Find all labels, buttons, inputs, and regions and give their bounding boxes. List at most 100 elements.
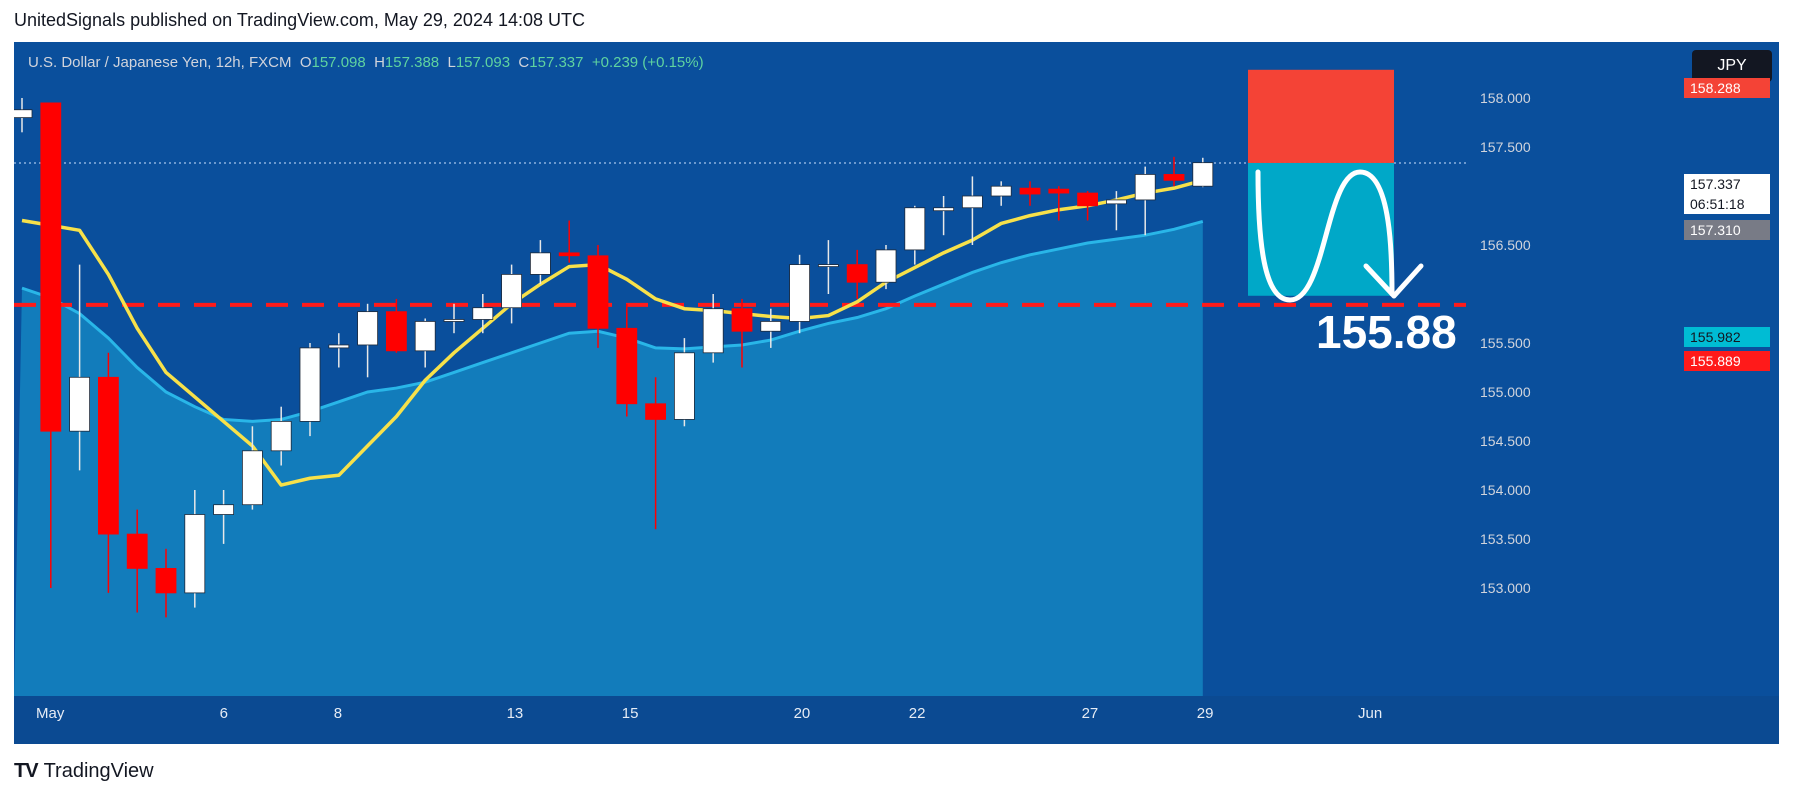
ma-fast-price-label: 157.310 (1684, 220, 1770, 240)
candle-body (1106, 199, 1127, 205)
candle (530, 240, 551, 285)
change-value: +0.239 (+0.15%) (591, 54, 704, 71)
candle (14, 98, 33, 133)
ma-slow-price-label: 155.982 (1684, 327, 1770, 347)
close-value: 157.337 (529, 54, 584, 71)
y-axis-tick-label: 157.500 (1480, 139, 1531, 155)
candle (299, 343, 321, 437)
candle (357, 303, 379, 378)
candle (933, 196, 954, 236)
candle (789, 254, 810, 334)
candle-body (385, 311, 407, 352)
symbol-name: U.S. Dollar / Japanese Yen, 12h, FXCM (28, 54, 292, 71)
candle-body (558, 252, 580, 257)
x-axis-tick-label: 20 (794, 705, 811, 722)
stop-price-label: 158.288 (1684, 78, 1770, 98)
y-axis-tick-label: 156.500 (1480, 237, 1531, 253)
candle-body (501, 273, 523, 309)
candle-body (299, 347, 321, 422)
y-axis-tick-label: 155.000 (1480, 384, 1531, 400)
candle-body (14, 109, 33, 119)
candle-body (414, 321, 436, 352)
candle (818, 240, 839, 294)
candle (213, 490, 235, 544)
ma-slow-area (14, 221, 1203, 699)
candle-body (875, 249, 897, 283)
footer: TV TradingView (14, 760, 154, 783)
candle (98, 352, 119, 593)
candle-body (1163, 174, 1185, 181)
footer-brand: TradingView (43, 760, 154, 782)
candle-body (126, 533, 148, 569)
x-axis-tick-label: 27 (1082, 705, 1099, 722)
candle-body (1134, 174, 1156, 201)
x-axis-tick-label: May (36, 705, 65, 722)
candle (990, 181, 1012, 206)
candle (645, 377, 666, 530)
candle (126, 509, 148, 613)
candle-body (587, 255, 609, 329)
candle (904, 205, 926, 265)
candle (1077, 191, 1098, 221)
candle (1192, 157, 1214, 188)
candle-body (1019, 187, 1041, 195)
candle-body (789, 264, 810, 322)
candle-body (328, 344, 350, 349)
current-price-label: 157.337 (1684, 174, 1770, 194)
candle (40, 102, 62, 588)
chart-frame[interactable]: 155.88 158.000 157.500 156.500 155.500 155.00… (14, 42, 1779, 744)
candle (1106, 191, 1127, 231)
candle (558, 220, 580, 263)
projection-wave-drawing (1255, 169, 1395, 303)
candle (328, 333, 350, 368)
candle (270, 406, 292, 466)
candle-body (962, 195, 983, 209)
candle-body (357, 311, 379, 346)
candle-body (933, 207, 954, 212)
close-label: C (518, 54, 530, 71)
currency-button[interactable]: JPY (1692, 50, 1772, 82)
high-value: 157.388 (384, 54, 440, 71)
candle (155, 548, 177, 618)
ma-fast-line (21, 178, 1204, 487)
candle-body (530, 252, 551, 275)
candle-body (702, 308, 724, 354)
candle-body (270, 420, 292, 452)
candle-body (472, 307, 494, 320)
candle-body (69, 376, 90, 432)
y-axis-tick-label: 154.500 (1480, 433, 1531, 449)
candle (875, 245, 897, 290)
tradingview-logo: TV (14, 760, 39, 782)
candle-body (846, 264, 868, 283)
y-axis-tick-label: 158.000 (1480, 90, 1531, 106)
candle-body (98, 376, 119, 535)
candle-body (241, 450, 263, 506)
candle (702, 294, 724, 363)
candle-body (40, 102, 62, 432)
y-axis-tick-label: 153.500 (1480, 531, 1531, 547)
x-axis-tick-label: 15 (622, 705, 639, 722)
candle-body (731, 308, 753, 332)
candle-body (818, 264, 839, 268)
candle (1048, 186, 1070, 221)
stop-loss-zone (1248, 69, 1394, 163)
x-axis-tick-label: 13 (507, 705, 524, 722)
countdown-label: 06:51:18 (1684, 194, 1770, 214)
open-value: 157.098 (311, 54, 366, 71)
candle (443, 303, 465, 334)
candle (1134, 166, 1156, 236)
candle-body (674, 352, 695, 420)
candle-body (616, 327, 638, 405)
candle-body (760, 321, 782, 332)
price-chart[interactable]: 155.88 158.000 157.500 156.500 155.500 155.00… (14, 42, 1779, 744)
take-profit-zone (1248, 162, 1394, 296)
candle (674, 338, 695, 427)
open-label: O (299, 54, 312, 71)
candle-body (1192, 162, 1214, 187)
x-axis-tick-label: 22 (909, 705, 926, 722)
candle (414, 318, 436, 368)
y-axis-tick-label: 154.000 (1480, 482, 1531, 498)
candle-body (155, 568, 177, 594)
candle (846, 249, 868, 299)
candle (241, 426, 263, 510)
